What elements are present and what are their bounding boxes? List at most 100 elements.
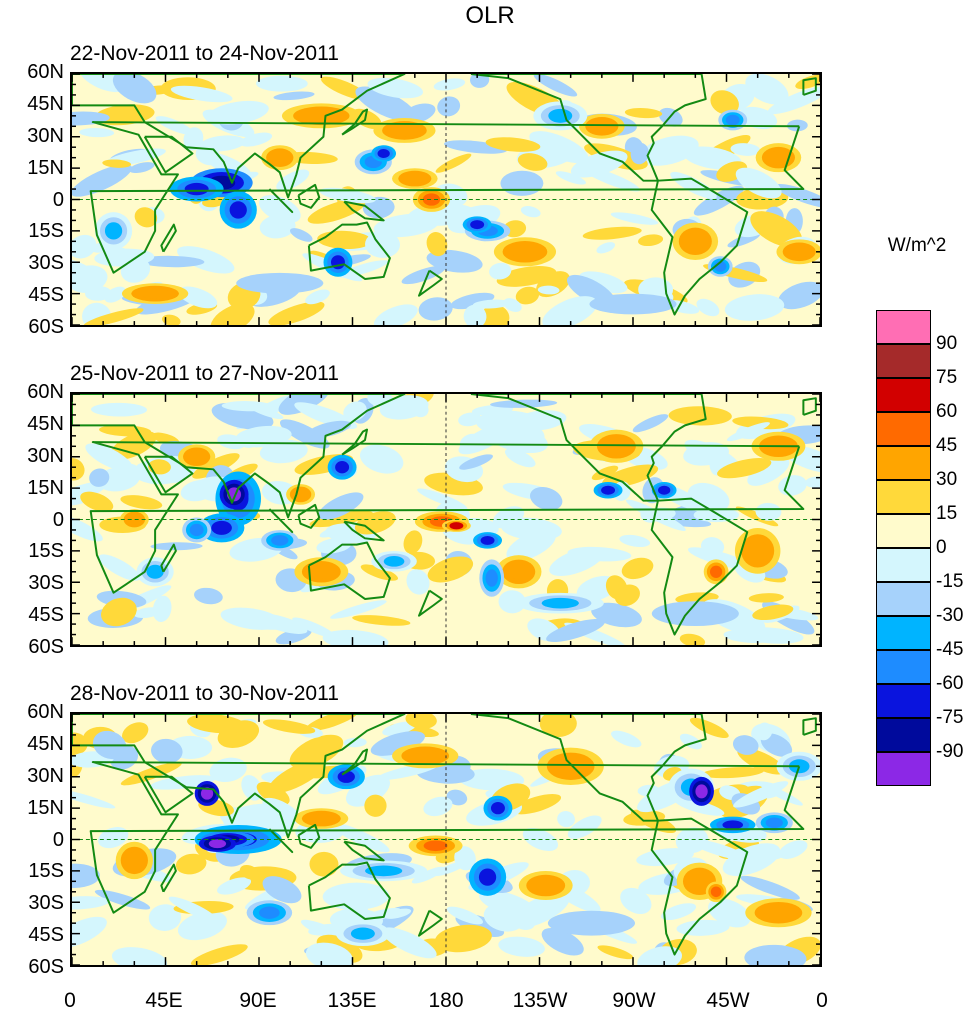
olr-anomaly-patch (636, 848, 694, 867)
olr-anomaly-blob (365, 865, 403, 877)
colorbar-label: 0 (936, 537, 947, 558)
lat-label: 0 (52, 188, 64, 211)
olr-anomaly-patch (501, 517, 562, 541)
olr-anomaly-patch (775, 183, 820, 209)
lat-label: 15S (28, 540, 64, 563)
lat-label: 0 (52, 508, 64, 531)
olr-anomaly-patch (175, 853, 207, 875)
panel-3-date-range: 28-Nov-2011 to 30-Nov-2011 (70, 682, 339, 705)
coastline (89, 441, 805, 594)
panel-2-date-range: 25-Nov-2011 to 27-Nov-2011 (70, 362, 339, 385)
olr-anomaly-patch (483, 903, 524, 932)
coastline (89, 121, 805, 274)
olr-anomaly-patch (557, 811, 575, 828)
olr-anomaly-patch (434, 924, 492, 953)
olr-anomaly-patch (262, 797, 302, 824)
olr-anomaly-patch (80, 491, 114, 512)
olr-anomaly-blob (601, 485, 616, 495)
coastline (160, 863, 177, 893)
olr-anomaly-blob (304, 109, 339, 122)
olr-anomaly-patch (110, 431, 157, 460)
olr-anomaly-blob (422, 193, 441, 206)
coastline (470, 74, 707, 182)
olr-anomaly-patch (200, 135, 246, 152)
olr-anomaly-blob (548, 108, 573, 123)
olr-anomaly-patch (309, 510, 373, 528)
olr-anomaly-patch (379, 395, 429, 420)
coastline (160, 543, 177, 573)
olr-anomaly-patch (72, 514, 103, 542)
olr-anomaly-patch (134, 207, 158, 228)
olr-anomaly-patch (248, 404, 284, 420)
olr-anomaly-patch (458, 412, 482, 427)
olr-anomaly-blob (423, 840, 448, 852)
olr-anomaly-patch (91, 402, 148, 417)
lon-label: 0 (64, 989, 76, 1012)
olr-anomaly-patch (192, 453, 240, 479)
coastline (341, 108, 369, 136)
units-label: W/m^2 (887, 235, 947, 256)
olr-anomaly-blob (508, 563, 530, 580)
colorbar-label: 15 (936, 503, 958, 524)
olr-anomaly-patch (756, 722, 773, 741)
olr-anomaly-blob (350, 927, 375, 940)
colorbar-label: 90 (936, 333, 958, 354)
lat-label: 0 (52, 828, 64, 851)
lat-label: 15N (27, 796, 64, 819)
colorbar-swatch (876, 344, 931, 378)
olr-anomaly-patch (370, 731, 425, 756)
coastline (470, 714, 707, 822)
lon-label: 90E (239, 989, 277, 1012)
coastline (297, 183, 321, 209)
olr-anomaly-patch (732, 735, 759, 755)
coastline (343, 200, 385, 222)
olr-anomaly-patch (591, 465, 619, 481)
lon-label: 180 (428, 989, 464, 1012)
olr-anomaly-patch (290, 228, 313, 242)
olr-anomaly-patch (289, 734, 344, 769)
olr-anomaly-patch (401, 265, 445, 285)
olr-anomaly-patch (726, 422, 770, 442)
olr-anomaly-patch (406, 569, 430, 595)
olr-anomaly-patch (459, 454, 493, 470)
olr-anomaly-blob (533, 878, 558, 893)
olr-map-panel-3 (70, 712, 822, 967)
olr-anomaly-patch (111, 947, 168, 965)
olr-anomaly-patch (620, 887, 652, 915)
olr-anomaly-patch (155, 116, 193, 135)
olr-anomaly-patch (621, 557, 654, 580)
olr-anomaly-patch (752, 604, 794, 621)
lat-label: 30S (28, 252, 64, 275)
olr-map-panel-1 (70, 72, 822, 327)
olr-anomaly-blob (689, 872, 710, 890)
olr-anomaly-patch (72, 265, 108, 293)
olr-anomaly-patch (273, 91, 315, 101)
olr-anomaly-patch (733, 781, 789, 808)
olr-map-panel-2 (70, 392, 822, 647)
olr-anomaly-patch (778, 281, 820, 310)
olr-anomaly-patch (306, 420, 352, 438)
olr-anomaly-patch (72, 458, 85, 481)
olr-anomaly-patch (330, 600, 387, 619)
coastline (297, 823, 321, 849)
olr-anomaly-patch (450, 292, 495, 310)
colorbar-swatch (876, 684, 931, 718)
coastline (341, 748, 369, 776)
olr-anomaly-patch (322, 882, 390, 910)
coastline (417, 269, 443, 297)
lat-label: 30N (27, 764, 64, 787)
colorbar-label: 45 (936, 435, 958, 456)
olr-anomaly-blob (788, 759, 810, 774)
olr-anomaly-blob (449, 522, 464, 530)
olr-anomaly-patch (138, 255, 205, 268)
olr-anomaly-patch (354, 511, 396, 535)
lat-label: 15N (27, 156, 64, 179)
olr-anomaly-blob (309, 564, 334, 579)
lat-label: 60S (28, 316, 64, 338)
olr-anomaly-blob (229, 201, 247, 219)
olr-anomaly-patch (745, 74, 789, 105)
olr-anomaly-patch (307, 198, 366, 224)
lat-label: 45N (27, 732, 64, 755)
olr-anomaly-patch (355, 86, 417, 122)
olr-anomaly-patch (194, 587, 223, 605)
